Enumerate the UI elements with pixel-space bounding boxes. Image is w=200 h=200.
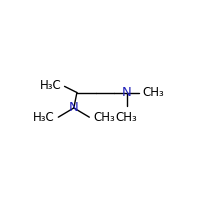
Text: H₃C: H₃C: [33, 111, 54, 124]
Text: N: N: [122, 86, 131, 99]
Text: CH₃: CH₃: [93, 111, 115, 124]
Text: CH₃: CH₃: [116, 111, 137, 124]
Text: H₃C: H₃C: [40, 79, 61, 92]
Text: CH₃: CH₃: [143, 86, 165, 99]
Text: N: N: [69, 101, 79, 114]
